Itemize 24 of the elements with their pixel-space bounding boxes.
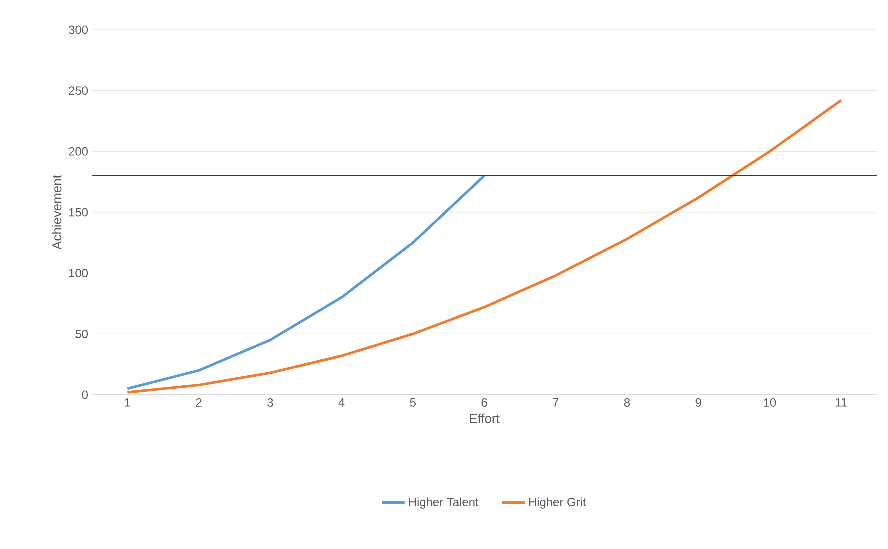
x-tick-label: 7 <box>553 398 559 407</box>
x-tick-label: 3 <box>268 398 274 407</box>
line-series <box>126 174 486 390</box>
x-tick-label: 5 <box>410 398 416 407</box>
x-tick-label: 8 <box>624 398 630 407</box>
y-tick-label: 250 <box>69 86 88 96</box>
x-tick-label: 2 <box>196 398 202 407</box>
y-tick-label: 150 <box>69 208 88 217</box>
line-series <box>126 99 843 394</box>
x-tick-label: 4 <box>338 398 345 407</box>
y-tick-label: 0 <box>82 390 88 400</box>
y-tick-label: 100 <box>69 269 88 278</box>
y-axis-title: Achievement <box>52 175 62 250</box>
x-axis-title: Effort <box>470 414 500 424</box>
y-tick-label: 300 <box>68 26 88 34</box>
x-tick-label: 9 <box>696 398 702 407</box>
legend-label: Higher Talent <box>409 498 479 509</box>
x-tick-label: 11 <box>836 398 847 407</box>
y-tick-label: 50 <box>76 330 88 338</box>
legend-label: Higher Grit <box>529 498 586 509</box>
x-tick-label: 1 <box>125 398 130 407</box>
y-tick-label: 200 <box>69 147 88 156</box>
x-tick-label: 6 <box>482 398 488 407</box>
x-tick-label: 10 <box>764 398 776 407</box>
